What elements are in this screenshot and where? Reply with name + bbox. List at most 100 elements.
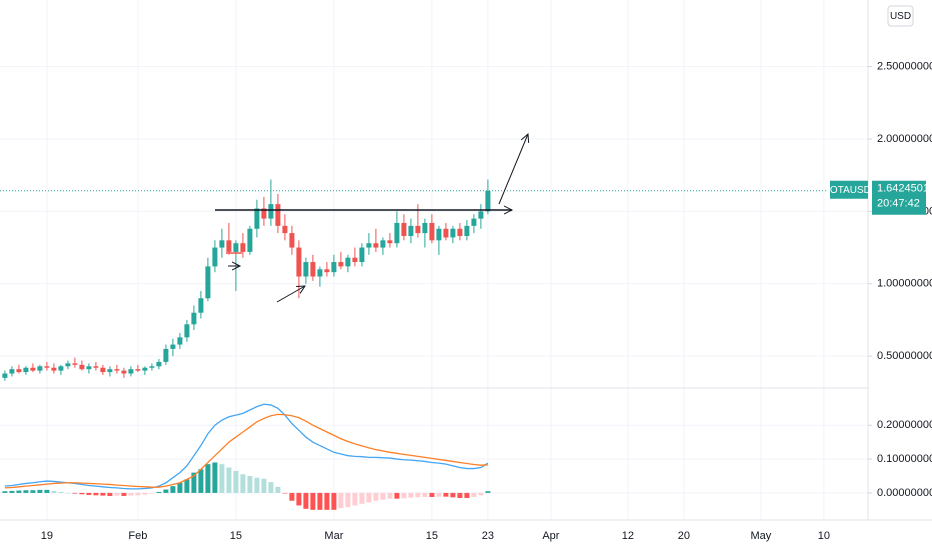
candle-body <box>317 269 323 277</box>
candle-body <box>170 344 176 349</box>
candle-body <box>191 312 197 325</box>
symbol-tag <box>830 180 868 199</box>
candle-body <box>247 228 253 252</box>
candle-body <box>359 247 365 263</box>
candle-body <box>415 225 421 234</box>
candle-body <box>107 369 113 373</box>
candle-body <box>394 222 400 244</box>
histogram-bar <box>310 492 316 510</box>
candle-body <box>51 367 57 371</box>
x-tick-label: 19 <box>41 530 53 542</box>
candle-body <box>212 247 218 267</box>
histogram-bar <box>44 489 50 493</box>
candle-body <box>296 247 302 277</box>
projection-arrow <box>498 134 528 205</box>
histogram-bar <box>226 467 232 493</box>
candle-body <box>44 366 50 368</box>
candle-body <box>380 240 386 248</box>
histogram-bar <box>443 492 449 497</box>
currency-box[interactable] <box>887 5 914 27</box>
candle-body <box>352 257 358 263</box>
y-tick-label: 2.00000000 <box>877 133 932 145</box>
histogram-bar <box>394 492 400 499</box>
histogram-bar <box>205 464 211 493</box>
candle-body <box>23 367 29 373</box>
histogram-bar <box>429 492 435 497</box>
histogram-bar <box>296 492 302 506</box>
candle-body <box>163 348 169 362</box>
histogram-bar <box>401 492 407 499</box>
currency: USD <box>890 11 911 22</box>
candle-body <box>373 243 379 248</box>
histogram-bar <box>478 492 484 496</box>
price-tag <box>872 180 926 215</box>
candle-body <box>310 262 316 277</box>
candle-body <box>2 373 8 378</box>
y-tick-label: 0.20000000 <box>877 419 932 431</box>
drawing-arrow <box>276 286 305 303</box>
candle-body <box>93 366 99 368</box>
candle-body <box>114 369 120 371</box>
candle-body <box>184 324 190 338</box>
histogram-bar <box>30 490 36 493</box>
histogram-bar <box>142 492 148 495</box>
histogram-bar <box>415 492 421 498</box>
histogram-bar <box>247 476 253 493</box>
candle-body <box>331 262 337 273</box>
candle-body <box>128 369 134 374</box>
candle-body <box>9 369 15 374</box>
histogram-bar <box>338 492 344 509</box>
candle-body <box>401 222 407 236</box>
histogram-bar <box>233 470 239 493</box>
histogram-bar <box>464 492 470 498</box>
histogram-bar <box>422 492 428 497</box>
histogram-bar <box>16 490 22 493</box>
symbol-label: IOTAUSD <box>827 185 871 196</box>
histogram-bar <box>177 482 183 493</box>
histogram-bar <box>65 492 71 494</box>
histogram-bar <box>450 492 456 498</box>
candle-body <box>142 367 148 371</box>
candle-body <box>254 208 260 229</box>
y-tick-label: 0.00000000 <box>877 487 932 499</box>
histogram-bar <box>128 492 134 496</box>
candle-body <box>443 228 449 238</box>
histogram-bar <box>23 490 29 493</box>
candle-body <box>65 363 71 367</box>
candle-body <box>471 218 477 226</box>
candle-body <box>303 262 309 277</box>
candle-body <box>198 298 204 313</box>
histogram-bar <box>198 469 204 493</box>
candle-body <box>86 366 92 370</box>
candle-body <box>478 211 484 219</box>
y-tick-label: 1.00000000 <box>877 278 932 290</box>
histogram-bar <box>254 477 260 493</box>
candle-body <box>422 222 428 234</box>
candle-body <box>177 337 183 345</box>
candle-body <box>436 228 442 241</box>
histogram-bar <box>373 492 379 501</box>
candle-body <box>324 269 330 273</box>
candle-body <box>366 243 372 248</box>
histogram-bar <box>191 472 197 493</box>
indicator-line <box>4 403 489 490</box>
candle-body <box>135 369 141 371</box>
candle-body <box>450 228 456 238</box>
histogram-bar <box>387 492 393 499</box>
grid <box>0 0 868 520</box>
x-tick-label: 23 <box>482 530 494 542</box>
x-tick-label: Feb <box>128 530 147 542</box>
candle-body <box>387 240 393 244</box>
histogram-bar <box>289 492 295 501</box>
histogram-bar <box>170 486 176 493</box>
histogram-bar <box>471 492 477 497</box>
histogram-bar <box>275 486 281 493</box>
histogram-bar <box>317 492 323 510</box>
histogram-bar <box>156 491 162 493</box>
histogram-bar <box>219 464 225 493</box>
histogram-bar <box>93 492 99 496</box>
candle-body <box>16 369 22 373</box>
candle-body <box>100 367 106 373</box>
histogram-bar <box>268 482 274 493</box>
